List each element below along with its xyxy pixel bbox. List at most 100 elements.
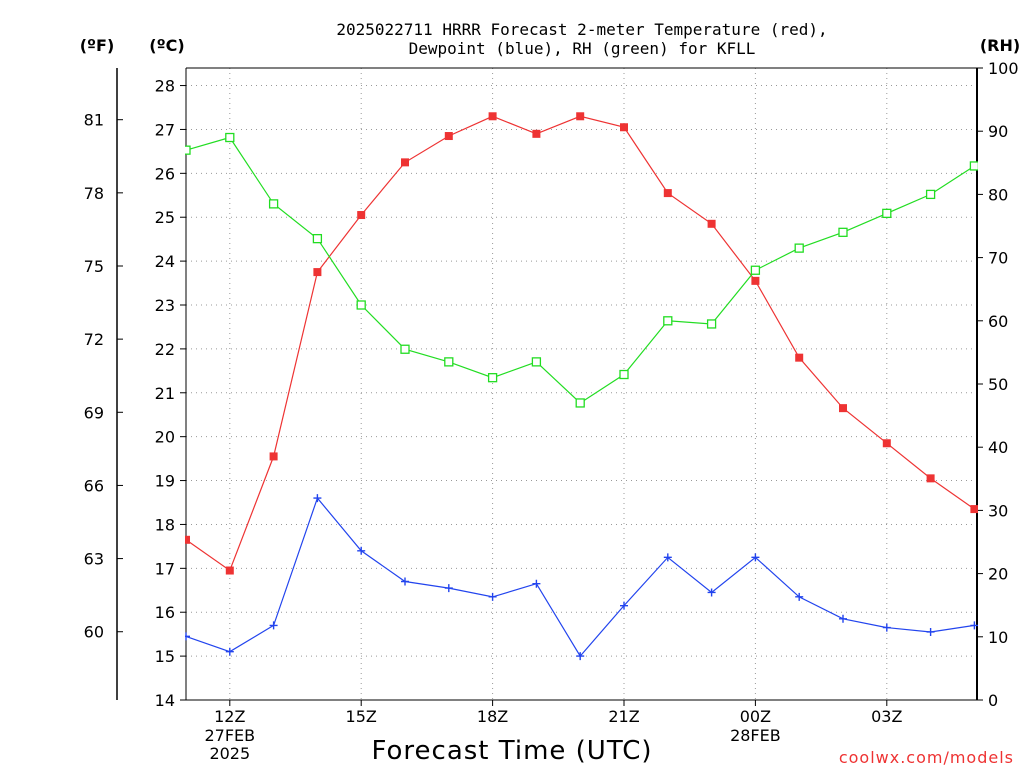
rh-point xyxy=(531,357,542,367)
celsius-tick-label: 19 xyxy=(155,472,175,491)
dewpoint-point xyxy=(444,584,453,593)
rh-tick-label: 70 xyxy=(988,249,1008,268)
x-tick-year-label: 2025 xyxy=(209,744,250,763)
celsius-tick-label: 28 xyxy=(155,77,175,96)
dewpoint-point xyxy=(357,546,366,555)
celsius-tick-label: 17 xyxy=(155,559,175,578)
celsius-tick-label: 16 xyxy=(155,603,175,622)
temperature-point xyxy=(357,211,366,220)
rh-point xyxy=(185,145,191,155)
rh-tick-label: 20 xyxy=(988,565,1008,584)
rh-tick-label: 100 xyxy=(988,59,1019,78)
celsius-tick-label: 21 xyxy=(155,384,175,403)
series-layer xyxy=(185,112,978,661)
axes-layer: 14151617181920212223242526272812Z27FEB20… xyxy=(84,59,1019,763)
series-rh xyxy=(185,132,978,408)
temperature-point xyxy=(707,219,716,228)
dewpoint-point xyxy=(576,652,585,661)
rh-point xyxy=(487,373,498,383)
chart-title-line1: 2025022711 HRRR Forecast 2-meter Tempera… xyxy=(336,20,827,39)
fahrenheit-axis-label: (ºF) xyxy=(80,36,115,55)
series-temperature xyxy=(185,112,978,575)
rh-tick-label: 10 xyxy=(988,628,1008,647)
temperature-point xyxy=(401,158,409,167)
series-line-temperature xyxy=(185,115,975,572)
temperature-point xyxy=(488,112,497,121)
dewpoint-point xyxy=(707,588,716,597)
rh-point xyxy=(575,398,585,408)
rh-tick-label: 90 xyxy=(988,122,1008,141)
fahrenheit-tick-label: 75 xyxy=(84,257,104,276)
rh-tick-label: 80 xyxy=(988,185,1008,204)
dewpoint-point xyxy=(488,592,497,601)
dewpoint-point xyxy=(401,577,409,586)
rh-tick-label: 50 xyxy=(988,375,1008,394)
rh-point xyxy=(356,300,366,310)
temperature-point xyxy=(576,112,585,121)
temperature-point xyxy=(795,353,804,362)
chart-title-line2: Dewpoint (blue), RH (green) for KFLL xyxy=(409,39,756,58)
temperature-point xyxy=(751,276,760,285)
x-tick-label: 00Z xyxy=(740,707,771,726)
x-tick-label: 15Z xyxy=(346,707,377,726)
rh-point xyxy=(268,199,279,209)
temperature-point xyxy=(444,132,453,141)
rh-point xyxy=(706,319,717,329)
dewpoint-point xyxy=(313,494,322,503)
series-line-rh xyxy=(185,136,975,404)
temperature-point xyxy=(185,535,190,544)
rh-tick-label: 40 xyxy=(988,438,1008,457)
celsius-axis-label: (ºC) xyxy=(149,36,184,55)
dewpoint-point xyxy=(185,632,190,641)
fahrenheit-tick-label: 81 xyxy=(84,111,104,130)
rh-point xyxy=(838,227,848,237)
dewpoint-point xyxy=(839,614,847,623)
fahrenheit-tick-label: 60 xyxy=(84,623,104,642)
celsius-tick-label: 24 xyxy=(155,252,175,271)
temperature-point xyxy=(225,566,234,575)
rh-point xyxy=(794,243,804,253)
dewpoint-point xyxy=(970,621,978,630)
celsius-tick-label: 20 xyxy=(155,428,175,447)
temperature-point xyxy=(663,189,672,198)
x-tick-date-label: 28FEB xyxy=(730,726,781,745)
fahrenheit-tick-label: 78 xyxy=(84,184,104,203)
rh-point xyxy=(619,369,629,380)
temperature-point xyxy=(839,404,847,413)
temperature-point xyxy=(269,452,278,461)
rh-point xyxy=(882,208,892,219)
celsius-tick-label: 27 xyxy=(155,120,175,139)
celsius-tick-label: 25 xyxy=(155,208,175,227)
dewpoint-point xyxy=(532,579,541,588)
temperature-point xyxy=(620,123,628,132)
rh-tick-label: 0 xyxy=(988,691,998,710)
dewpoint-point xyxy=(795,592,804,601)
rh-point xyxy=(969,161,978,171)
dewpoint-point xyxy=(269,621,278,630)
rh-tick-label: 60 xyxy=(988,312,1008,331)
celsius-tick-label: 26 xyxy=(155,164,175,183)
fahrenheit-tick-label: 69 xyxy=(84,403,104,422)
celsius-tick-label: 23 xyxy=(155,296,175,315)
x-tick-label: 18Z xyxy=(477,707,508,726)
dewpoint-point xyxy=(225,647,234,656)
rh-point xyxy=(225,132,235,143)
watermark-text: coolwx.com/models xyxy=(839,748,1014,767)
temperature-point xyxy=(313,268,322,277)
rh-axis-label: (RH) xyxy=(980,36,1020,55)
series-dewpoint xyxy=(185,494,978,661)
temperature-point xyxy=(882,439,891,448)
rh-tick-label: 30 xyxy=(988,501,1008,520)
dewpoint-point xyxy=(620,601,628,610)
celsius-tick-label: 14 xyxy=(155,691,175,710)
rh-point xyxy=(312,233,323,244)
dewpoint-point xyxy=(882,623,891,632)
fahrenheit-tick-label: 63 xyxy=(84,550,104,569)
rh-point xyxy=(925,189,936,200)
dewpoint-point xyxy=(751,553,760,562)
temperature-point xyxy=(926,474,935,483)
x-axis-title: Forecast Time (UTC) xyxy=(371,736,652,766)
series-line-dewpoint xyxy=(185,496,975,658)
temperature-point xyxy=(532,129,541,138)
celsius-tick-label: 15 xyxy=(155,647,175,666)
